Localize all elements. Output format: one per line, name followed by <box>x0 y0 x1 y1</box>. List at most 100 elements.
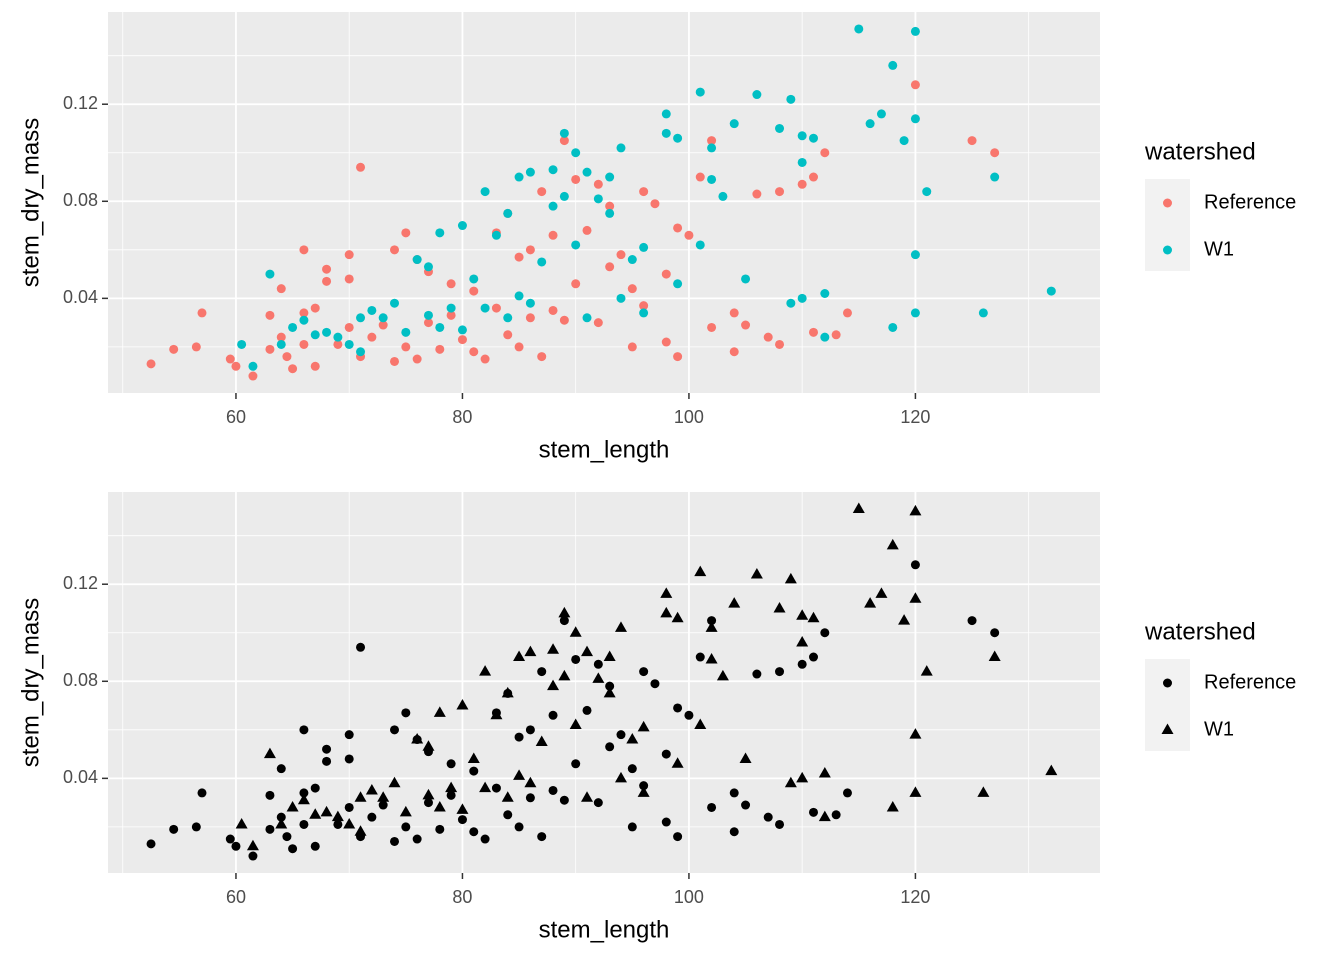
point <box>864 597 877 608</box>
point <box>320 805 333 817</box>
point <box>977 786 990 797</box>
point <box>920 665 933 676</box>
point <box>231 841 241 851</box>
point <box>571 148 581 158</box>
point <box>796 609 809 620</box>
legend-key <box>1163 678 1172 688</box>
point <box>988 650 1001 662</box>
legend-key <box>1163 245 1172 255</box>
point <box>990 628 1000 638</box>
point <box>514 252 524 262</box>
point <box>265 269 275 279</box>
point <box>616 250 626 260</box>
point <box>593 318 603 328</box>
point <box>784 776 797 788</box>
point <box>446 310 456 320</box>
point <box>548 201 558 211</box>
point <box>763 812 773 822</box>
point <box>412 354 422 364</box>
point <box>707 616 717 626</box>
point <box>990 148 1000 158</box>
point <box>446 759 456 769</box>
point <box>390 836 400 846</box>
point <box>480 187 490 197</box>
point <box>694 565 707 577</box>
legend-label: Reference <box>1204 191 1296 213</box>
point <box>288 322 298 332</box>
point <box>616 143 626 153</box>
point <box>752 90 762 100</box>
point <box>910 114 920 124</box>
legend-key <box>1161 723 1174 734</box>
point <box>423 798 433 808</box>
point <box>401 708 411 718</box>
point <box>820 332 830 342</box>
point <box>818 767 831 778</box>
point <box>716 669 729 681</box>
point <box>627 764 637 774</box>
point <box>773 601 786 613</box>
point <box>435 322 445 332</box>
point <box>775 339 785 349</box>
point <box>265 824 275 834</box>
point <box>469 827 479 837</box>
point <box>514 172 524 182</box>
point <box>322 327 332 337</box>
point <box>899 136 909 146</box>
point <box>661 817 671 827</box>
point <box>729 827 739 837</box>
point <box>786 94 796 104</box>
point <box>310 841 320 851</box>
point <box>605 172 615 182</box>
point <box>265 310 275 320</box>
point <box>909 786 922 797</box>
x-axis-title: stem_length <box>539 436 670 463</box>
point <box>514 732 524 742</box>
legend-title: watershed <box>1144 138 1256 165</box>
point <box>235 817 248 829</box>
point <box>378 320 388 330</box>
point <box>707 174 717 184</box>
point <box>457 221 467 231</box>
point <box>741 800 751 810</box>
point <box>784 572 797 584</box>
point <box>480 354 490 364</box>
point <box>501 686 514 698</box>
point <box>605 681 615 691</box>
point <box>288 844 298 854</box>
point <box>503 313 513 323</box>
point <box>661 128 671 138</box>
point <box>310 330 320 340</box>
point <box>378 313 388 323</box>
point <box>423 318 433 328</box>
point <box>286 800 299 812</box>
point <box>322 264 332 274</box>
point <box>333 332 343 342</box>
point <box>582 313 592 323</box>
point <box>569 626 582 637</box>
point <box>593 798 603 808</box>
point <box>248 851 258 861</box>
x-tick-label: 120 <box>900 887 930 907</box>
y-tick-label: 0.04 <box>63 767 98 787</box>
point <box>603 686 616 698</box>
point <box>775 667 785 677</box>
point <box>886 800 899 812</box>
point <box>684 230 694 240</box>
point <box>479 781 492 793</box>
point <box>390 725 400 735</box>
point <box>729 119 739 129</box>
point <box>191 342 201 352</box>
point <box>469 347 479 357</box>
point <box>537 187 547 197</box>
legend-label: W1 <box>1204 718 1234 740</box>
point <box>922 187 932 197</box>
point <box>344 274 354 284</box>
point <box>797 157 807 167</box>
point <box>637 720 650 732</box>
point <box>491 303 501 313</box>
point <box>559 616 569 626</box>
point <box>626 733 639 744</box>
point <box>356 313 366 323</box>
point <box>818 810 831 822</box>
